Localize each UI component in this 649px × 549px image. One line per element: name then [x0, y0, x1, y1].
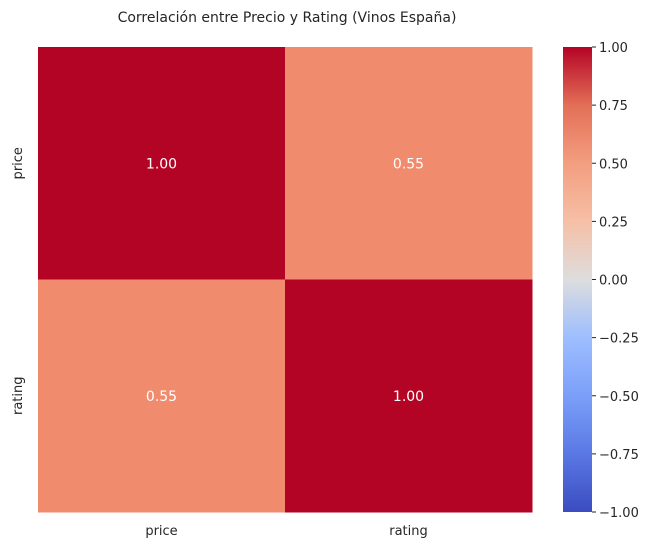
colorbar-tick-label: −0.75 — [599, 448, 639, 463]
x-tick-label-price: price — [145, 524, 177, 539]
heatmap-cell-price-rating — [285, 47, 533, 280]
x-tick-label-rating: rating — [389, 524, 428, 539]
colorbar-tick-label: −0.50 — [599, 390, 639, 405]
colorbar-ticks: 1.00 0.75 0.50 0.25 0.00 −0.25 −0.50 −0.75 −1.00 — [592, 41, 639, 521]
heatmap-cell-price-price — [38, 47, 286, 280]
cell-label-price-rating: 0.55 — [393, 156, 424, 172]
colorbar-tick-label: −1.00 — [599, 506, 639, 521]
y-tick-label-rating: rating — [11, 376, 26, 415]
colorbar-tick-label: −0.25 — [599, 332, 639, 347]
x-axis-ticks: price rating — [145, 524, 427, 539]
heatmap-cell-rating-price — [38, 279, 286, 513]
cell-label-rating-price: 0.55 — [146, 389, 177, 405]
colorbar-tick-label: 1.00 — [599, 41, 628, 56]
y-tick-label-price: price — [11, 147, 26, 179]
cell-label-rating-rating: 1.00 — [393, 389, 424, 405]
cell-label-price-price: 1.00 — [146, 156, 177, 172]
colorbar — [563, 47, 592, 512]
colorbar-tick-label: 0.25 — [599, 215, 628, 230]
colorbar-tick-label: 0.50 — [599, 157, 628, 172]
heatmap-cell-rating-rating — [285, 279, 533, 513]
y-axis-ticks: price rating — [11, 147, 26, 415]
colorbar-tick-label: 0.75 — [599, 99, 628, 114]
heatmap-cells: 1.00 0.55 0.55 1.00 — [38, 47, 533, 513]
colorbar-tick-label: 0.00 — [599, 274, 628, 289]
chart-title: Correlación entre Precio y Rating (Vinos… — [118, 10, 457, 26]
